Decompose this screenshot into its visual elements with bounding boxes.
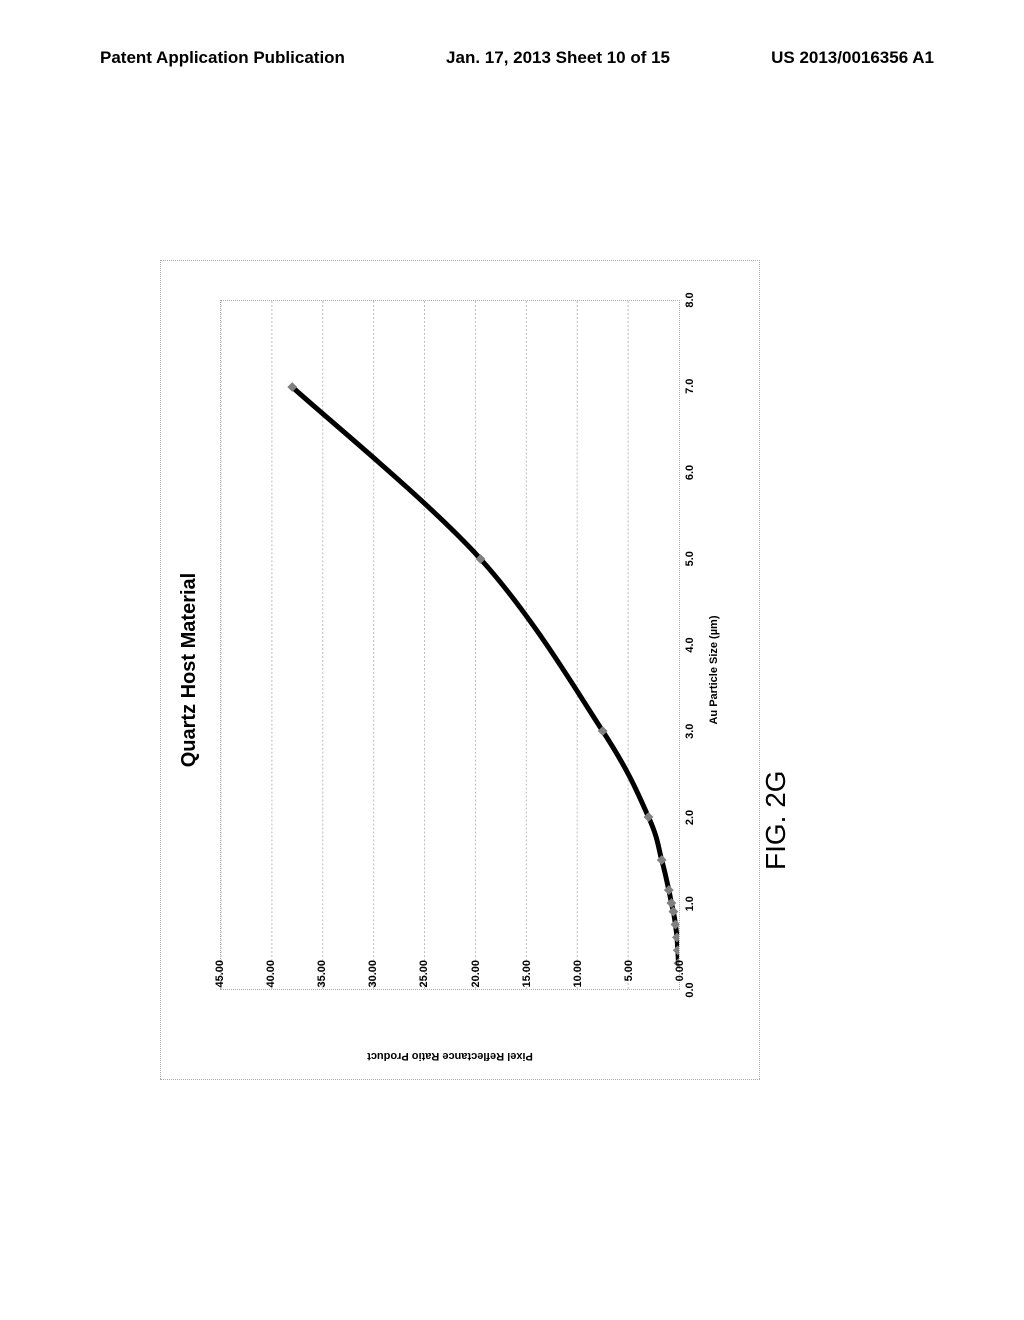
y-tick-label: 25.00 [418,960,430,1020]
y-tick-label: 35.00 [316,960,328,1020]
x-tick-label: 3.0 [684,711,696,751]
x-tick-label: 5.0 [684,539,696,579]
chart-container: Quartz Host Material Pixel Reflectance R… [160,260,760,1080]
x-tick-label: 8.0 [684,280,696,320]
x-axis-title: Au Particle Size (µm) [708,260,720,1080]
y-tick-label: 5.00 [623,960,635,1020]
chart-svg [221,301,679,989]
x-tick-label: 6.0 [684,453,696,493]
x-tick-label: 0.0 [684,970,696,1010]
data-markers [287,382,679,968]
chart-title: Quartz Host Material [178,260,201,1080]
data-curve [292,387,678,963]
y-tick-label: 30.00 [367,960,379,1020]
y-tick-label: 40.00 [265,960,277,1020]
y-axis-title: Pixel Reflectance Ratio Product [367,1050,533,1062]
x-tick-label: 7.0 [684,366,696,406]
header-left: Patent Application Publication [100,48,345,68]
figure-label: FIG. 2G [760,770,792,870]
figure-wrap: Quartz Host Material Pixel Reflectance R… [50,370,870,970]
plot-area [220,300,680,990]
y-tick-label: 15.00 [521,960,533,1020]
y-tick-label: 20.00 [470,960,482,1020]
y-tick-label: 45.00 [214,960,226,1020]
x-tick-label: 2.0 [684,798,696,838]
header-right: US 2013/0016356 A1 [771,48,934,68]
y-tick-label: 10.00 [572,960,584,1020]
x-tick-label: 4.0 [684,625,696,665]
gridlines [221,301,628,989]
page-header: Patent Application Publication Jan. 17, … [0,48,1024,68]
header-center: Jan. 17, 2013 Sheet 10 of 15 [446,48,670,68]
x-tick-label: 1.0 [684,884,696,924]
